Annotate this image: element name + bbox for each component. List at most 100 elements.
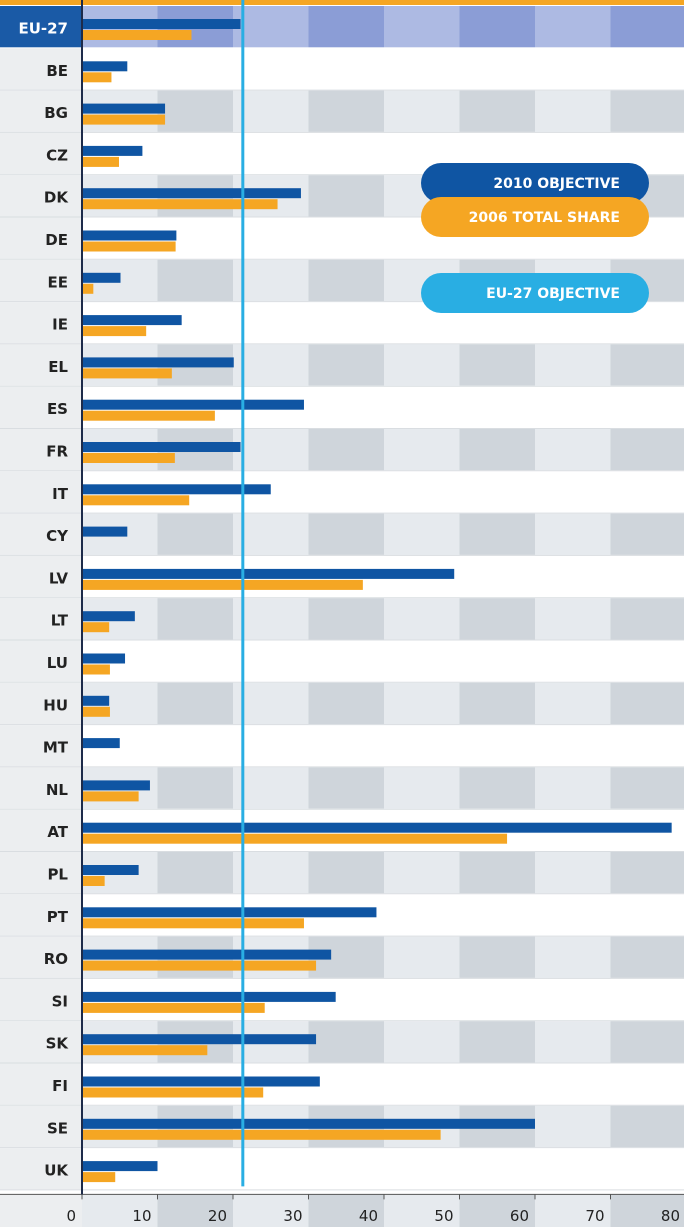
- bar: [82, 230, 177, 241]
- bar: [82, 156, 119, 167]
- label-cell: [0, 852, 82, 894]
- band: [308, 598, 384, 640]
- band: [535, 513, 611, 555]
- band: [384, 598, 460, 640]
- label-cell: [0, 471, 82, 513]
- band: [459, 682, 535, 725]
- band: [384, 936, 460, 978]
- bar: [82, 907, 377, 918]
- y-tick-label: BG: [44, 104, 68, 122]
- bar: [82, 199, 278, 210]
- bar: [82, 1045, 208, 1056]
- bar: [82, 918, 304, 929]
- bar: [82, 1129, 441, 1140]
- band: [308, 175, 384, 217]
- label-cell: [0, 90, 82, 132]
- label-cell: [0, 217, 82, 259]
- bar: [82, 283, 94, 294]
- legend-pill: [421, 163, 649, 203]
- band: [308, 682, 384, 725]
- label-cell: [0, 640, 82, 682]
- y-tick-label: FI: [52, 1077, 68, 1095]
- band: [233, 6, 309, 48]
- y-tick-label: IT: [52, 485, 69, 503]
- bar: [82, 960, 317, 971]
- axis-band: [384, 1194, 460, 1227]
- bar: [82, 526, 128, 537]
- bar: [82, 1172, 116, 1183]
- band: [157, 598, 233, 640]
- band: [384, 767, 460, 809]
- band: [535, 1021, 611, 1063]
- band: [459, 6, 535, 48]
- bar: [82, 780, 150, 791]
- bar: [82, 1087, 264, 1098]
- band: [535, 344, 611, 386]
- band: [535, 429, 611, 471]
- label-cell: [0, 259, 82, 302]
- bar: [82, 442, 241, 452]
- bar: [82, 72, 112, 83]
- label-cell: [0, 1063, 82, 1105]
- band: [535, 767, 611, 809]
- y-tick-label: EE: [48, 273, 69, 291]
- bar: [82, 738, 120, 749]
- label-cell: [0, 48, 82, 90]
- band: [610, 1105, 684, 1148]
- band: [308, 429, 384, 471]
- band: [459, 513, 535, 555]
- band: [308, 259, 384, 302]
- band: [459, 598, 535, 640]
- label-cell: [0, 1105, 82, 1148]
- band: [384, 6, 460, 48]
- band: [535, 1105, 611, 1148]
- axis-band: [308, 1194, 384, 1227]
- y-tick-label: AT: [47, 823, 68, 841]
- band: [233, 429, 309, 471]
- legend-label: 2010 OBJECTIVE: [493, 176, 620, 192]
- bar: [82, 453, 175, 463]
- band: [535, 598, 611, 640]
- band: [157, 852, 233, 894]
- band: [610, 598, 684, 640]
- bar: [82, 695, 110, 706]
- y-tick-label: PL: [47, 866, 68, 884]
- label-cell: [0, 1021, 82, 1063]
- y-tick-label: ES: [47, 400, 68, 418]
- band: [157, 513, 233, 555]
- bar: [82, 188, 301, 199]
- legend-pill: [421, 273, 649, 313]
- label-cell: [0, 429, 82, 471]
- band: [384, 344, 460, 386]
- band: [233, 344, 309, 386]
- band: [535, 6, 611, 48]
- y-tick-label: SI: [52, 992, 68, 1010]
- bar: [82, 30, 192, 40]
- band: [535, 682, 611, 725]
- y-tick-label: LT: [51, 612, 69, 630]
- band: [233, 259, 309, 302]
- band: [459, 852, 535, 894]
- band: [384, 852, 460, 894]
- band: [459, 90, 535, 132]
- bar: [82, 19, 241, 29]
- band: [610, 344, 684, 386]
- bar: [82, 357, 234, 368]
- band: [610, 936, 684, 978]
- band: [459, 767, 535, 809]
- band: [459, 429, 535, 471]
- x-tick-label: 30: [283, 1207, 302, 1225]
- band: [610, 6, 684, 48]
- band: [610, 90, 684, 132]
- bar: [82, 114, 166, 125]
- bar: [82, 368, 172, 379]
- label-cell: [0, 132, 82, 175]
- bar: [82, 315, 182, 326]
- band: [384, 513, 460, 555]
- x-tick-label: 60: [510, 1207, 529, 1225]
- label-cell: [0, 513, 82, 555]
- label-cell: [0, 936, 82, 978]
- label-cell: [0, 1148, 82, 1190]
- bar: [82, 272, 121, 283]
